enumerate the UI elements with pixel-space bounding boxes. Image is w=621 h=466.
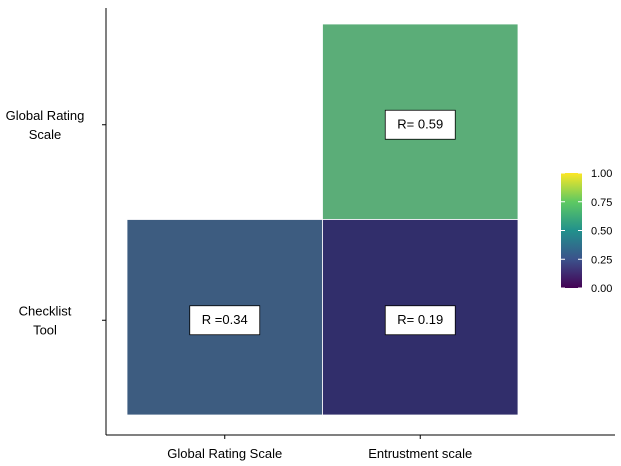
y-tick-label-line: Scale: [29, 127, 62, 142]
cell-value-label: R= 0.59: [397, 116, 443, 131]
colorbar-tick-label: 1.00: [591, 168, 612, 180]
y-tick-label-line: Global Rating: [6, 108, 85, 123]
heatmap-cells: R= 0.59 R =0.34 R= 0.19: [126, 23, 519, 416]
colorbar: [561, 173, 582, 288]
y-tick-label-line: Checklist: [19, 303, 72, 318]
colorbar-tick-label: 0.75: [591, 197, 612, 209]
axes: [102, 8, 615, 439]
axis-labels: Global Rating Scale Entrustment scale Glob…: [6, 108, 473, 461]
cell-value-label: R= 0.19: [397, 312, 443, 327]
colorbar-tick-label: 0.25: [591, 254, 612, 266]
cell-label-box: [384, 109, 456, 140]
colorbar-legend: 0.00 0.25 0.50 0.75 1.00: [561, 168, 612, 295]
colorbar-tick-label: 0.50: [591, 226, 612, 238]
y-tick-label-line: Tool: [33, 322, 57, 337]
x-tick-label: Entrustment scale: [368, 446, 472, 461]
cell-label-box: [384, 305, 456, 336]
colorbar-tick-label: 0.00: [591, 283, 612, 295]
y-tick-label: Checklist Tool: [19, 303, 72, 337]
cell-label-box: [189, 305, 261, 336]
cell-value-label: R =0.34: [202, 312, 248, 327]
y-tick-label: Global Rating Scale: [6, 108, 85, 142]
x-tick-label: Global Rating Scale: [167, 446, 282, 461]
